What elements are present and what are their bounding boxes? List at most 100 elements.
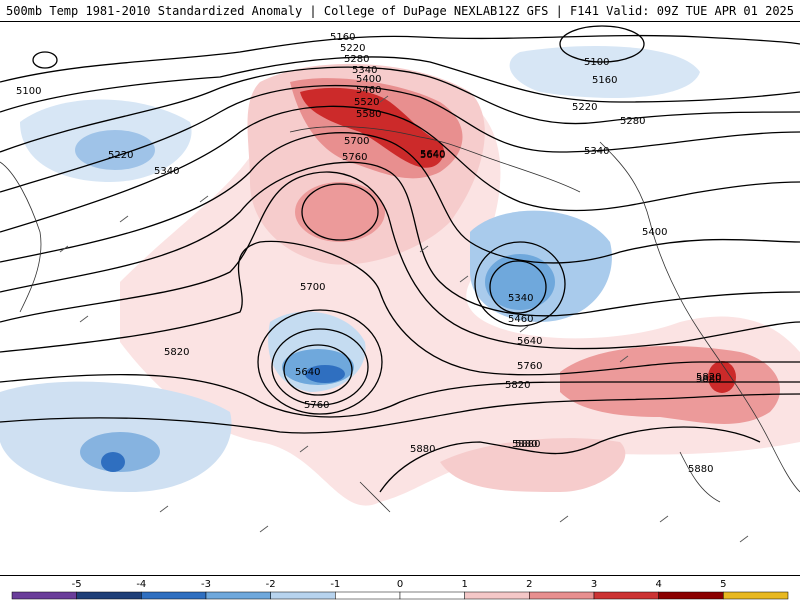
colorbar-tick-label: 2: [526, 579, 532, 590]
contour-label: 5100: [584, 57, 609, 68]
wind-barb: [259, 525, 269, 533]
contour-line: [474, 241, 566, 327]
colorbar-tick-label: 1: [461, 579, 467, 590]
contour-label: 5400: [642, 227, 667, 238]
warm-anomaly-peak-southeast: [708, 361, 736, 393]
contour-label: 5880: [515, 439, 540, 450]
contour-label: 5220: [572, 102, 597, 113]
wind-barb: [619, 355, 629, 363]
contour-label: 5880: [688, 464, 713, 475]
coastline-alaska: [289, 126, 581, 193]
colorbar-swatch: [76, 591, 142, 600]
wind-barb: [519, 325, 529, 333]
cold-anomaly-northwest-core: [75, 130, 155, 170]
contour-line: [301, 183, 379, 241]
colorbar-swatch: [205, 591, 271, 600]
contour-label: 5340: [154, 166, 179, 177]
map-title: 500mb Temp 1981-2010 Standardized Anomal…: [6, 4, 498, 18]
contour-label: 5820: [505, 380, 530, 391]
contour-line: [0, 171, 800, 350]
coastlines: [0, 126, 800, 513]
contour-line: [0, 34, 800, 83]
colorbar-tick-label: -2: [266, 579, 276, 590]
contour-line: [257, 309, 383, 415]
contour-line: [32, 51, 58, 69]
contour-label: 5880: [410, 444, 435, 455]
colorbar: -5 -4 -3 -2 -1 0 1 2 3 4 5: [11, 579, 789, 600]
contour-label: 5340: [584, 146, 609, 157]
contour-label: 5880: [512, 439, 537, 450]
wind-barb: [459, 275, 469, 283]
height-contours: [0, 25, 800, 493]
contour-line: [379, 426, 761, 493]
contour-line: [0, 56, 800, 113]
colorbar-tick-label: -3: [201, 579, 211, 590]
colorbar-tick-label: -5: [72, 579, 82, 590]
wind-barb: [299, 445, 309, 453]
map-canvas: 5160 5220 5280 5340 5400 5460 5520 5580 …: [0, 25, 800, 543]
wind-barb: [119, 215, 129, 223]
coastline-north-america: [599, 141, 800, 493]
wind-barb: [739, 535, 749, 543]
header-bar: 500mb Temp 1981-2010 Standardized Anomal…: [0, 0, 800, 22]
contour-label: 5280: [620, 116, 645, 127]
contour-label: 5460: [356, 85, 381, 96]
contour-line: [0, 161, 800, 317]
contour-label: 5820: [696, 372, 721, 383]
colorbar-swatch: [464, 591, 530, 600]
wind-barb: [659, 515, 669, 523]
colorbar-swatches: [11, 591, 789, 600]
colorbar-tick-label: 4: [655, 579, 661, 590]
contour-label: 5400: [356, 74, 381, 85]
colorbar-ticks: -5 -4 -3 -2 -1 0 1 2 3 4 5: [72, 579, 727, 590]
contour-label: 5640: [517, 336, 542, 347]
contour-label: 5580: [356, 109, 381, 120]
cold-anomaly-southwest-peak: [101, 452, 125, 472]
wind-barb: [199, 195, 209, 203]
contour-label: 5460: [508, 314, 533, 325]
wind-barbs: [59, 95, 749, 543]
colorbar-tick-label: -1: [330, 579, 340, 590]
anomaly-map[interactable]: 5160 5220 5280 5340 5400 5460 5520 5580 …: [0, 22, 800, 575]
warm-anomaly-center: [295, 182, 385, 242]
coastline-asia: [0, 161, 42, 313]
contour-line: [559, 25, 645, 63]
warm-anomaly-region-south: [440, 438, 626, 492]
wind-barb: [59, 245, 69, 253]
contour-label: 5880: [696, 374, 721, 385]
contour-label: 5760: [342, 152, 367, 163]
contour-line: [271, 328, 369, 406]
contour-line: [0, 373, 800, 418]
wind-barb: [159, 505, 169, 513]
warm-anomaly-peak-north: [300, 87, 444, 168]
contour-labels: 5160 5220 5280 5340 5400 5460 5520 5580 …: [16, 32, 721, 475]
cold-anomaly-southwest-core: [80, 432, 160, 472]
contour-label: 5640: [295, 367, 320, 378]
contour-label: 5700: [344, 136, 369, 147]
contour-label: 5220: [108, 150, 133, 161]
anomaly-shading: [0, 46, 800, 506]
coastline-hawaii-chain: [359, 481, 391, 513]
contour-label: 5160: [592, 75, 617, 86]
contour-label: 5160: [330, 32, 355, 43]
contour-label: 5280: [344, 54, 369, 65]
contour-label: 5100: [16, 86, 41, 97]
colorbar-tick-label: 0: [397, 579, 403, 590]
wind-barb: [79, 315, 89, 323]
contour-label: 5640: [420, 149, 445, 160]
contour-line: [0, 132, 800, 264]
colorbar-swatch: [529, 591, 595, 600]
wind-barb: [419, 245, 429, 253]
contour-line: [283, 344, 353, 396]
contour-line: [489, 260, 547, 314]
contour-label: 5760: [304, 400, 329, 411]
wind-barb: [559, 515, 569, 523]
coastline-baja: [679, 451, 721, 503]
contour-label: 5640: [420, 150, 445, 161]
colorbar-tick-label: -4: [136, 579, 146, 590]
contour-line: [0, 240, 800, 376]
contour-line: [0, 393, 800, 434]
contour-label: 5340: [352, 65, 377, 76]
contour-label: 5520: [354, 97, 379, 108]
wind-barb: [699, 375, 709, 383]
